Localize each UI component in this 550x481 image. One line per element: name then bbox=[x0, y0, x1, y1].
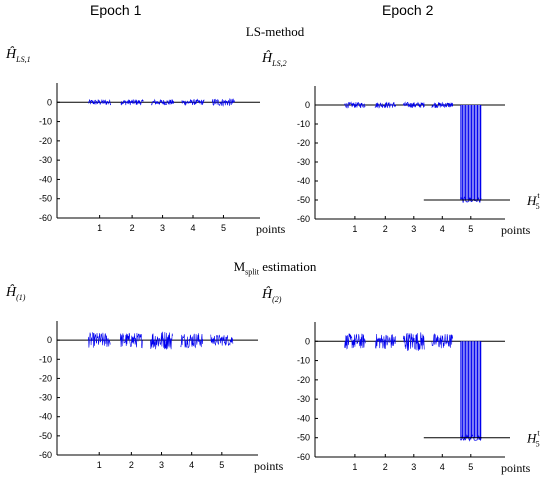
y-tick-label: -20 bbox=[39, 373, 52, 383]
y-axis-title-main: Ĥ bbox=[5, 283, 17, 300]
x-tick-label: 2 bbox=[130, 223, 135, 233]
y-axis-title-main: Ĥ bbox=[5, 45, 17, 62]
noise-series-point-3 bbox=[403, 332, 425, 351]
x-tick-label: 1 bbox=[352, 462, 357, 472]
y-tick-label: -40 bbox=[297, 413, 310, 423]
y-axis-title: ĤLS,1 bbox=[5, 45, 31, 64]
y-axis-title-sub: (2) bbox=[272, 295, 282, 304]
noise-series-point-5 bbox=[210, 334, 234, 346]
x-tick-label: 3 bbox=[411, 224, 416, 234]
y-tick-label: -10 bbox=[297, 119, 310, 129]
reference-line-label-sup: t bbox=[537, 191, 540, 200]
noise-series-point-3 bbox=[403, 101, 425, 109]
y-tick-label: -50 bbox=[297, 195, 310, 205]
noise-series-point-4 bbox=[180, 333, 204, 349]
x-tick-label: 2 bbox=[383, 224, 388, 234]
section-title-msplit-sub: split bbox=[245, 267, 259, 277]
y-tick-label: 0 bbox=[305, 336, 310, 346]
reference-line-label-main: H bbox=[526, 431, 537, 446]
y-tick-label: -40 bbox=[39, 412, 52, 422]
y-tick-label: -10 bbox=[39, 117, 52, 127]
x-axis-label: points bbox=[256, 222, 286, 236]
x-tick-label: 4 bbox=[189, 460, 194, 470]
x-tick-label: 5 bbox=[468, 462, 473, 472]
x-tick-label: 5 bbox=[219, 460, 224, 470]
reference-line-label-sub: 5 bbox=[536, 440, 540, 449]
y-tick-label: -60 bbox=[297, 214, 310, 224]
noise-series-point-4 bbox=[431, 333, 454, 349]
y-tick-label: -30 bbox=[297, 394, 310, 404]
noise-series-point-3 bbox=[151, 98, 175, 106]
y-tick-label: -60 bbox=[39, 213, 52, 223]
x-tick-label: 3 bbox=[411, 462, 416, 472]
x-tick-label: 2 bbox=[383, 462, 388, 472]
x-axis-label: points bbox=[501, 223, 531, 237]
y-tick-label: -30 bbox=[39, 393, 52, 403]
x-tick-label: 1 bbox=[97, 223, 102, 233]
x-tick-label: 4 bbox=[440, 224, 445, 234]
y-tick-label: -30 bbox=[39, 155, 52, 165]
y-tick-label: 0 bbox=[47, 97, 52, 107]
x-tick-label: 5 bbox=[468, 224, 473, 234]
section-title-msplit-main: M bbox=[233, 259, 246, 274]
x-tick-label: 1 bbox=[97, 460, 102, 470]
bar-noise-point-5 bbox=[459, 196, 482, 204]
y-tick-label: -10 bbox=[297, 356, 310, 366]
y-axis-title-sub: LS,2 bbox=[271, 59, 286, 68]
noise-series-point-2 bbox=[374, 101, 397, 109]
noise-series-point-3 bbox=[150, 331, 173, 350]
x-tick-label: 4 bbox=[440, 462, 445, 472]
y-axis-title-main: Ĥ bbox=[261, 49, 273, 66]
y-tick-label: -50 bbox=[39, 431, 52, 441]
x-tick-label: 1 bbox=[352, 224, 357, 234]
y-axis-title: Ĥ(2) bbox=[261, 285, 282, 304]
x-tick-label: 3 bbox=[160, 223, 165, 233]
y-axis-title: ĤLS,2 bbox=[261, 49, 287, 68]
y-tick-label: -50 bbox=[39, 194, 52, 204]
noise-series-point-2 bbox=[374, 333, 397, 349]
noise-series-point-4 bbox=[181, 98, 205, 106]
y-axis-title-main: Ĥ bbox=[261, 285, 273, 302]
noise-series-point-1 bbox=[88, 99, 112, 106]
y-tick-label: -20 bbox=[297, 138, 310, 148]
y-tick-label: -20 bbox=[297, 375, 310, 385]
y-tick-label: -40 bbox=[39, 174, 52, 184]
x-axis-label: points bbox=[254, 459, 284, 473]
section-title-msplit-rest: estimation bbox=[258, 259, 317, 274]
noise-series-point-1 bbox=[344, 333, 366, 350]
column-title-epoch-1: Epoch 1 bbox=[90, 2, 142, 18]
noise-series-point-2 bbox=[120, 332, 143, 349]
y-axis-title: Ĥ(1) bbox=[5, 283, 26, 302]
noise-series-point-4 bbox=[431, 101, 454, 109]
noise-series-point-1 bbox=[344, 101, 366, 109]
reference-line-label-main: H bbox=[526, 193, 537, 208]
x-tick-label: 3 bbox=[159, 460, 164, 470]
y-tick-label: -30 bbox=[297, 157, 310, 167]
y-tick-label: -50 bbox=[297, 433, 310, 443]
y-axis-title-sub: LS,1 bbox=[15, 55, 30, 64]
y-tick-label: -10 bbox=[39, 354, 52, 364]
y-tick-label: -20 bbox=[39, 136, 52, 146]
x-tick-label: 5 bbox=[221, 223, 226, 233]
section-title-ls-method: LS-method bbox=[245, 24, 305, 39]
y-tick-label: 0 bbox=[305, 100, 310, 110]
y-tick-label: -40 bbox=[297, 176, 310, 186]
x-tick-label: 4 bbox=[191, 223, 196, 233]
x-tick-label: 2 bbox=[129, 460, 134, 470]
x-axis-label: points bbox=[501, 461, 531, 475]
noise-series-point-5 bbox=[211, 98, 235, 107]
noise-series-point-1 bbox=[87, 331, 111, 348]
reference-line-label-sup: t bbox=[537, 429, 540, 438]
section-title-msplit: Msplit estimation bbox=[215, 259, 335, 277]
reference-line-label: Ht 5 bbox=[526, 191, 540, 211]
reference-line-label-sub: 5 bbox=[536, 202, 540, 211]
y-tick-label: -60 bbox=[39, 450, 52, 460]
column-title-epoch-2: Epoch 2 bbox=[382, 2, 434, 18]
y-tick-label: -60 bbox=[297, 452, 310, 462]
y-axis-title-sub: (1) bbox=[16, 293, 26, 302]
noise-series-point-2 bbox=[120, 99, 144, 106]
y-tick-label: 0 bbox=[47, 335, 52, 345]
reference-line-label: Ht 5 bbox=[526, 429, 540, 449]
